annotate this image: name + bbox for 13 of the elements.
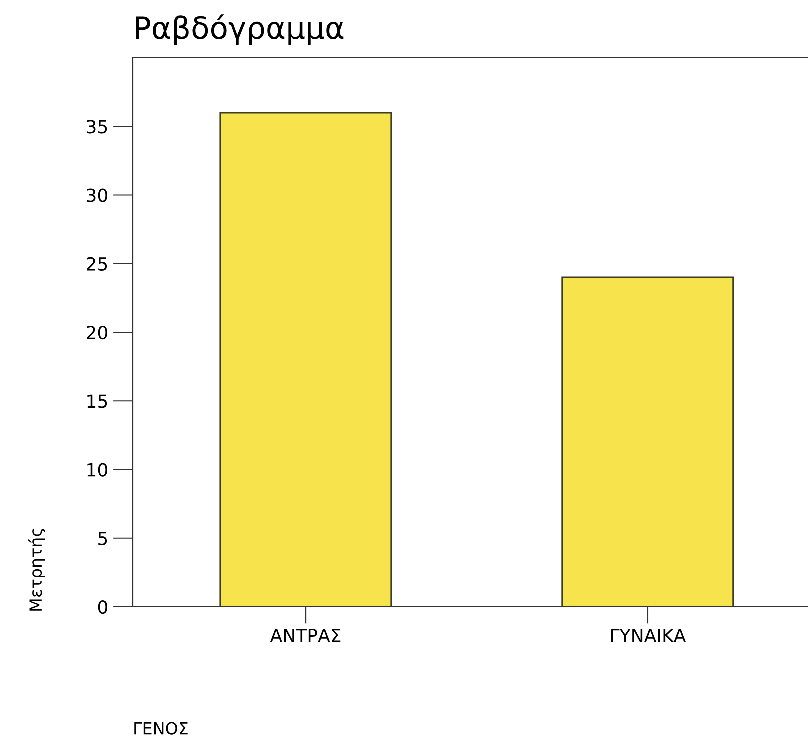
- y-tick-label: 35: [87, 120, 108, 134]
- y-tick-label: 25: [87, 257, 108, 271]
- y-tick-label: 30: [87, 188, 108, 202]
- y-axis-title: Μετρητής: [28, 529, 46, 611]
- y-tick-label: 20: [87, 326, 108, 340]
- y-tick-label: 15: [88, 394, 108, 408]
- y-tick-label: 5: [98, 532, 108, 546]
- y-tick-label: 0: [98, 600, 108, 614]
- chart-title: Ραβδόγραμμα: [136, 14, 344, 46]
- y-tick-label: 10: [88, 463, 108, 477]
- x-axis-title: ΓΕΝΟΣ: [134, 722, 188, 735]
- x-tick-label: ΑΝΤΡΑΣ: [270, 629, 341, 642]
- x-tick-label: ΓΥΝΑΙΚΑ: [612, 629, 686, 642]
